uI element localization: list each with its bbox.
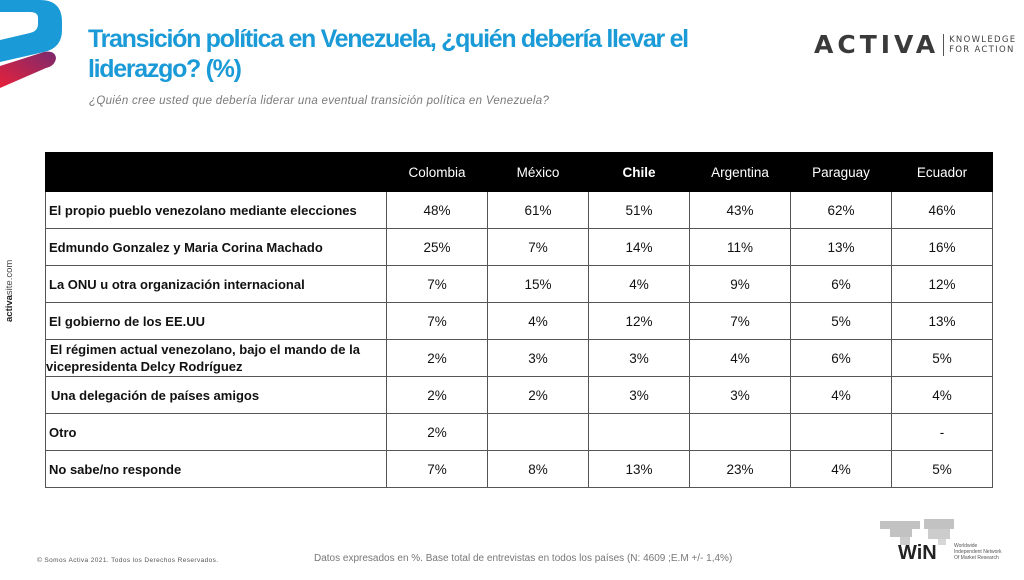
cell-value: 5% bbox=[790, 302, 892, 340]
row-label: No sabe/no responde bbox=[45, 450, 387, 488]
brand-tagline: KNOWLEDGE FOR ACTION bbox=[949, 35, 1016, 55]
world-map-dots-icon bbox=[880, 519, 954, 545]
cell-value: 4% bbox=[891, 376, 993, 414]
row-label: El propio pueblo venezolano mediante ele… bbox=[45, 191, 387, 229]
results-table: Colombia México Chile Argentina Paraguay… bbox=[45, 152, 993, 488]
cell-value: 7% bbox=[487, 228, 589, 266]
cell-value: 14% bbox=[588, 228, 690, 266]
activa-logo-mark-icon bbox=[0, 0, 62, 88]
copyright-text: © Somos Activa 2021. Todos los Derechos … bbox=[37, 557, 219, 564]
win-name: WiN bbox=[898, 542, 937, 564]
cell-value: 2% bbox=[386, 376, 488, 414]
cell-value: 48% bbox=[386, 191, 488, 229]
column-header-mexico: México bbox=[487, 152, 589, 192]
table-header-row: Colombia México Chile Argentina Paraguay… bbox=[45, 152, 993, 192]
cell-value: - bbox=[891, 413, 993, 451]
cell-value: 51% bbox=[588, 191, 690, 229]
cell-value: 2% bbox=[386, 339, 488, 377]
cell-value: 62% bbox=[790, 191, 892, 229]
row-label-line1: El régimen actual venezolano, bajo el ma… bbox=[50, 342, 360, 357]
win-line1: Worldwide bbox=[954, 543, 977, 549]
column-header-colombia: Colombia bbox=[386, 152, 488, 192]
cell-value: 12% bbox=[588, 302, 690, 340]
side-url-bold: activa bbox=[4, 295, 15, 322]
cell-value bbox=[487, 413, 589, 451]
table-row: Edmundo Gonzalez y Maria Corina Machado … bbox=[45, 228, 993, 266]
cell-value: 3% bbox=[487, 339, 589, 377]
cell-value: 4% bbox=[588, 265, 690, 303]
cell-value: 7% bbox=[689, 302, 791, 340]
cell-value bbox=[689, 413, 791, 451]
cell-value: 11% bbox=[689, 228, 791, 266]
data-note: Datos expresados en %. Base total de ent… bbox=[314, 553, 733, 564]
cell-value: 12% bbox=[891, 265, 993, 303]
win-line2: Independent Network bbox=[954, 549, 1002, 555]
table-row: El régimen actual venezolano, bajo el ma… bbox=[45, 339, 993, 377]
cell-value: 5% bbox=[891, 450, 993, 488]
cell-value: 3% bbox=[689, 376, 791, 414]
cell-value: 25% bbox=[386, 228, 488, 266]
cell-value bbox=[790, 413, 892, 451]
cell-value: 7% bbox=[386, 302, 488, 340]
cell-value: 4% bbox=[689, 339, 791, 377]
activa-brand-logo: ACTIVA KNOWLEDGE FOR ACTION bbox=[814, 30, 1016, 59]
cell-value: 5% bbox=[891, 339, 993, 377]
brand-tagline-line1: KNOWLEDGE bbox=[949, 34, 1017, 45]
cell-value: 7% bbox=[386, 450, 488, 488]
header-empty-cell bbox=[45, 152, 387, 192]
cell-value: 2% bbox=[386, 413, 488, 451]
row-label: La ONU u otra organización internacional bbox=[45, 265, 387, 303]
brand-divider bbox=[943, 33, 945, 56]
cell-value: 4% bbox=[487, 302, 589, 340]
cell-value: 46% bbox=[891, 191, 993, 229]
table-row: La ONU u otra organización internacional… bbox=[45, 265, 993, 303]
page-title: Transición política en Venezuela, ¿quién… bbox=[88, 25, 689, 83]
cell-value: 4% bbox=[790, 450, 892, 488]
cell-value: 13% bbox=[588, 450, 690, 488]
table-row: Una delegación de países amigos 2% 2% 3%… bbox=[45, 376, 993, 414]
cell-value: 8% bbox=[487, 450, 589, 488]
row-label: Una delegación de países amigos bbox=[45, 376, 387, 414]
table-row: El gobierno de los EE.UU 7% 4% 12% 7% 5%… bbox=[45, 302, 993, 340]
cell-value: 13% bbox=[790, 228, 892, 266]
cell-value: 2% bbox=[487, 376, 589, 414]
brand-tagline-line2: FOR ACTION bbox=[949, 44, 1015, 55]
cell-value: 3% bbox=[588, 376, 690, 414]
cell-value: 7% bbox=[386, 265, 488, 303]
cell-value: 9% bbox=[689, 265, 791, 303]
column-header-chile: Chile bbox=[588, 152, 690, 192]
column-header-ecuador: Ecuador bbox=[891, 152, 993, 192]
cell-value: 13% bbox=[891, 302, 993, 340]
cell-value bbox=[588, 413, 690, 451]
page-subtitle: ¿Quién cree usted que debería liderar un… bbox=[89, 95, 550, 107]
row-label: El régimen actual venezolano, bajo el ma… bbox=[45, 339, 387, 377]
cell-value: 43% bbox=[689, 191, 791, 229]
cell-value: 3% bbox=[588, 339, 690, 377]
win-logo-icon: WiN Worldwide Independent Network Of Mar… bbox=[880, 519, 1002, 564]
row-label: Edmundo Gonzalez y Maria Corina Machado bbox=[45, 228, 387, 266]
cell-value: 23% bbox=[689, 450, 791, 488]
table-row: El propio pueblo venezolano mediante ele… bbox=[45, 191, 993, 229]
cell-value: 61% bbox=[487, 191, 589, 229]
cell-value: 6% bbox=[790, 339, 892, 377]
row-label: El gobierno de los EE.UU bbox=[45, 302, 387, 340]
side-website-url: activasite.com bbox=[4, 260, 15, 322]
row-label-line2: vicepresidenta Delcy Rodríguez bbox=[46, 359, 243, 374]
cell-value: 16% bbox=[891, 228, 993, 266]
brand-name: ACTIVA bbox=[814, 30, 940, 59]
cell-value: 15% bbox=[487, 265, 589, 303]
cell-value: 6% bbox=[790, 265, 892, 303]
win-line3: Of Market Research bbox=[954, 555, 999, 561]
cell-value: 4% bbox=[790, 376, 892, 414]
table-row: Otro 2% - bbox=[45, 413, 993, 451]
row-label: Otro bbox=[45, 413, 387, 451]
column-header-argentina: Argentina bbox=[689, 152, 791, 192]
column-header-paraguay: Paraguay bbox=[790, 152, 892, 192]
table-row: No sabe/no responde 7% 8% 13% 23% 4% 5% bbox=[45, 450, 993, 488]
side-url-rest: site.com bbox=[4, 259, 15, 296]
